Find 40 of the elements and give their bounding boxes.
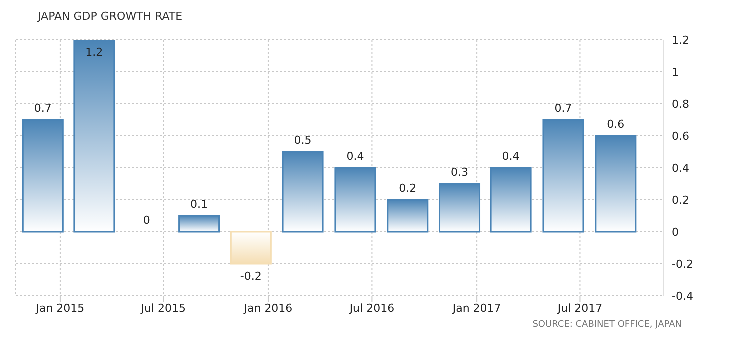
bar [334, 167, 376, 233]
chart-title: JAPAN GDP GROWTH RATE [38, 10, 183, 23]
data-label: 0.1 [190, 198, 208, 211]
y-tick-label: 0.8 [672, 98, 690, 111]
y-tick-label: -0.4 [672, 290, 694, 303]
y-tick-label: 1 [672, 66, 679, 79]
bar [230, 231, 272, 265]
y-tick-label: 0 [672, 226, 679, 239]
x-tick-label: Jan 2015 [35, 302, 85, 315]
bar [490, 167, 532, 233]
data-label: 0.6 [607, 118, 625, 131]
data-label: 0.2 [399, 182, 417, 195]
bar [542, 119, 584, 233]
x-tick-label: Jan 2017 [452, 302, 502, 315]
bar [387, 199, 429, 233]
data-label: 0.4 [502, 150, 520, 163]
data-label: 0.3 [451, 166, 469, 179]
data-label: 0.4 [346, 150, 364, 163]
y-tick-label: 0.4 [672, 162, 690, 175]
data-label: 1.2 [86, 46, 104, 59]
data-label: 0.7 [34, 102, 52, 115]
x-tick-label: Jan 2016 [243, 302, 293, 315]
bar [282, 151, 324, 233]
source-note: SOURCE: CABINET OFFICE, JAPAN [532, 320, 682, 330]
x-tick-label: Jul 2015 [140, 302, 186, 315]
y-tick-label: 0.2 [672, 194, 690, 207]
data-label: 0.7 [554, 102, 572, 115]
data-label: 0.5 [294, 134, 312, 147]
bar [178, 215, 220, 233]
bar [439, 183, 481, 233]
bar [22, 119, 64, 233]
y-tick-label: 1.2 [672, 34, 690, 47]
bar [74, 40, 116, 233]
y-tick-label: -0.2 [672, 258, 694, 271]
y-tick-label: 0.6 [672, 130, 690, 143]
bar [595, 135, 637, 233]
data-label: -0.2 [240, 270, 262, 283]
x-tick-label: Jul 2016 [348, 302, 395, 315]
x-tick-label: Jul 2017 [556, 302, 603, 315]
data-label: 0 [143, 214, 150, 227]
